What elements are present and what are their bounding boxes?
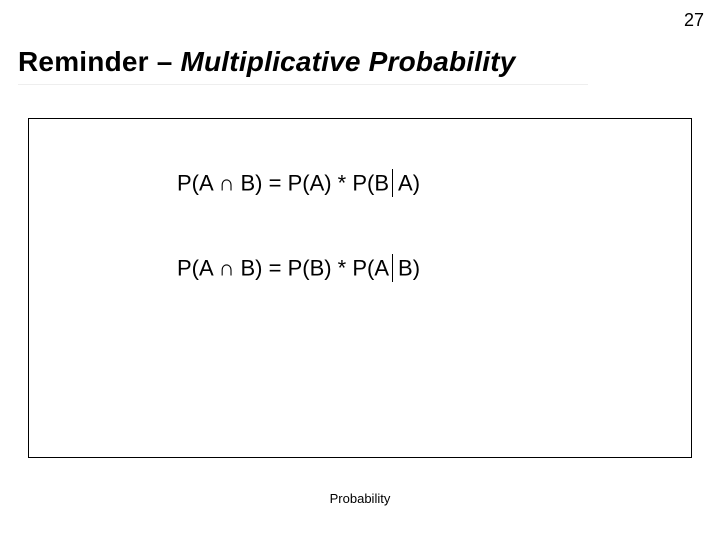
formula-1: P(A ∩ B) = P(A) * P(B A) <box>177 169 420 197</box>
title-wrap: Reminder – Multiplicative Probability <box>18 46 588 85</box>
formula-1-rhs: A) <box>398 170 420 195</box>
conditional-bar-icon <box>392 169 393 197</box>
formula-2-rhs: B) <box>398 255 420 280</box>
page-number: 27 <box>684 10 704 31</box>
formula-1-lhs: P(A ∩ B) = P(A) * P(B <box>177 170 389 195</box>
footer-label: Probability <box>0 491 720 506</box>
title-emphasis: Multiplicative Probability <box>180 46 515 77</box>
title-prefix: Reminder – <box>18 46 180 77</box>
content-box: P(A ∩ B) = P(A) * P(B A) P(A ∩ B) = P(B) … <box>28 118 692 458</box>
slide-title: Reminder – Multiplicative Probability <box>18 46 588 78</box>
formula-2: P(A ∩ B) = P(B) * P(A B) <box>177 254 420 282</box>
slide: 27 Reminder – Multiplicative Probability… <box>0 0 720 540</box>
formula-2-lhs: P(A ∩ B) = P(B) * P(A <box>177 255 389 280</box>
conditional-bar-icon <box>392 254 393 282</box>
